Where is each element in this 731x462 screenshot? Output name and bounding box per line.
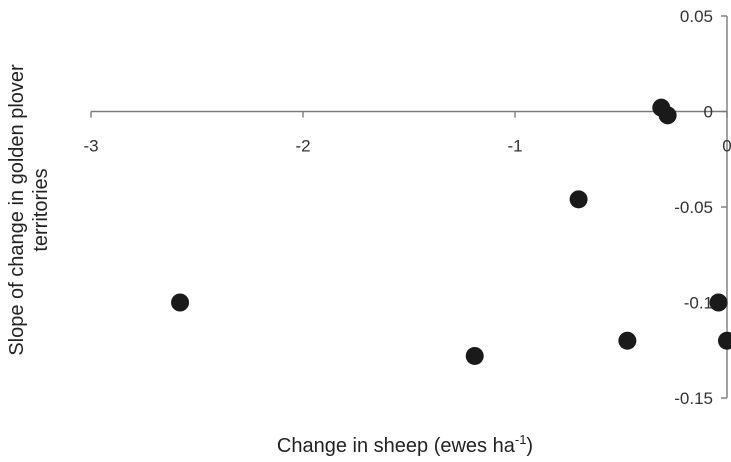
y-tick-label: 0 [704, 103, 713, 122]
data-point [618, 331, 637, 350]
y-tick-label: -0.05 [674, 198, 713, 217]
data-point [171, 293, 190, 312]
x-axis-ticks: -3 -2 -1 0 [83, 111, 731, 156]
data-point [658, 106, 677, 125]
data-point [709, 293, 728, 312]
y-axis-title-line2: territories [30, 168, 52, 251]
y-axis-title-line1: Slope of change in golden plover [6, 64, 28, 356]
x-axis-title-close: ) [526, 435, 533, 457]
y-tick-label: -0.15 [674, 389, 713, 408]
y-tick-label: 0.05 [680, 7, 713, 26]
data-point [718, 331, 731, 350]
x-tick-label: -1 [507, 137, 522, 156]
y-tick-label: -0.1 [684, 294, 713, 313]
data-points [171, 98, 731, 365]
x-tick-label: -2 [295, 137, 310, 156]
x-axis-title-main: Change in sheep (ewes ha [277, 435, 516, 457]
x-tick-label: -3 [83, 137, 98, 156]
data-point [465, 346, 484, 365]
x-axis-title-superscript: -1 [515, 432, 527, 447]
y-axis-ticks: 0.05 0 -0.05 -0.1 -0.15 [674, 7, 727, 408]
data-point [569, 190, 588, 209]
x-tick-label: 0 [722, 137, 731, 156]
x-axis-title: Change in sheep (ewes ha-1) [277, 432, 533, 457]
